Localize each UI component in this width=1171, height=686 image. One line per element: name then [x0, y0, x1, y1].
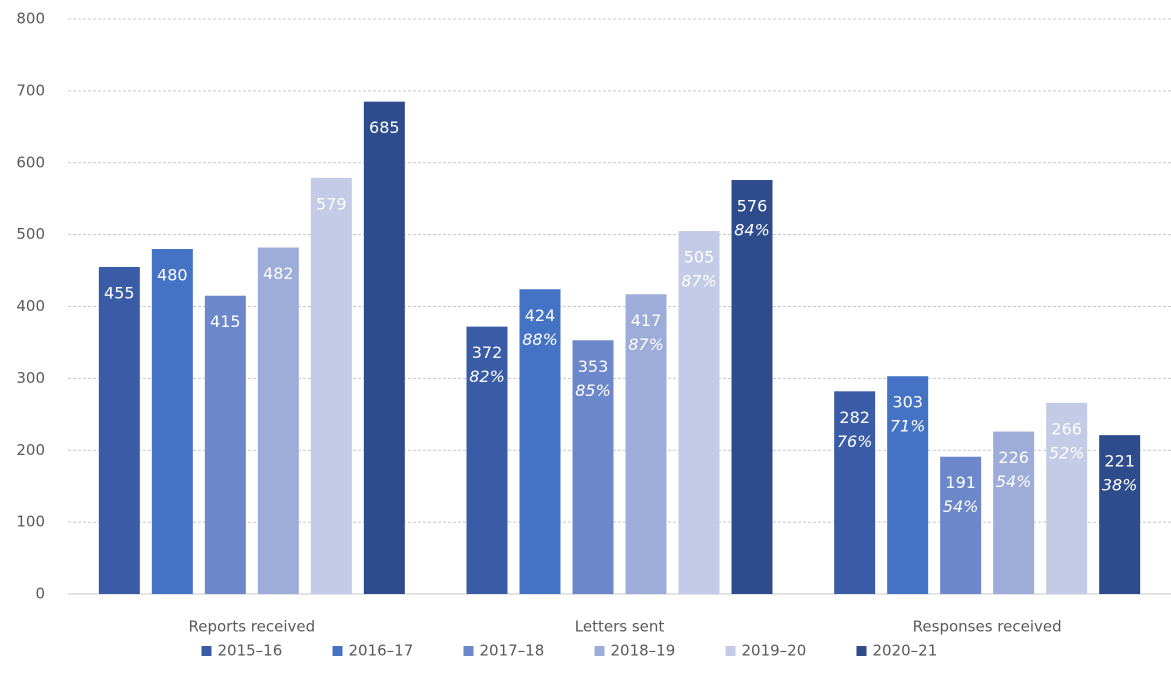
y-tick-label: 400 [16, 297, 45, 315]
bar [625, 294, 667, 594]
bar [1099, 435, 1141, 594]
y-tick-label: 500 [16, 225, 45, 243]
percent-label: 87% [628, 335, 664, 354]
value-label: 579 [316, 194, 347, 213]
value-label: 266 [1051, 419, 1082, 438]
x-tick-label: Letters sent [575, 618, 665, 636]
legend-label: 2019–20 [742, 642, 807, 660]
bar [98, 266, 140, 594]
legend-swatch [201, 646, 212, 656]
percent-label: 87% [681, 272, 717, 291]
legend-swatch [332, 646, 343, 656]
percent-label: 52% [1049, 443, 1085, 462]
value-label: 353 [578, 357, 609, 376]
x-tick-label: Responses received [913, 618, 1062, 636]
percent-label: 76% [837, 432, 873, 451]
value-label: 482 [263, 264, 294, 283]
legend-label: 2020–21 [873, 642, 938, 660]
value-label: 221 [1104, 452, 1135, 471]
bar [151, 249, 193, 594]
bar [993, 431, 1035, 594]
bar [678, 231, 720, 594]
bar [572, 340, 614, 594]
bar [1046, 402, 1088, 594]
percent-label: 54% [996, 472, 1032, 491]
percent-label: 85% [575, 381, 611, 400]
percent-label: 84% [734, 221, 770, 240]
percent-label: 54% [943, 497, 979, 516]
legend-swatch [594, 646, 605, 656]
value-label: 282 [839, 408, 870, 427]
y-tick-label: 300 [16, 369, 45, 387]
y-tick-label: 0 [35, 585, 45, 603]
value-label: 303 [892, 393, 923, 412]
percent-label: 88% [522, 330, 558, 349]
y-tick-label: 100 [16, 513, 45, 531]
legend-label: 2017–18 [480, 642, 545, 660]
legend-label: 2015–16 [218, 642, 283, 660]
y-tick-label: 700 [16, 81, 45, 99]
value-label: 505 [684, 248, 715, 267]
legend-swatch [725, 646, 736, 656]
bar [519, 289, 561, 594]
bar [363, 101, 405, 594]
value-label: 372 [472, 343, 503, 362]
value-label: 226 [998, 448, 1029, 467]
value-label: 480 [157, 266, 188, 285]
value-label: 417 [631, 311, 662, 330]
bar [310, 177, 352, 594]
y-tick-label: 800 [16, 10, 45, 28]
value-label: 685 [369, 118, 400, 137]
bar [257, 247, 299, 594]
bar [834, 391, 876, 594]
value-label: 424 [525, 306, 556, 325]
percent-label: 82% [469, 367, 505, 386]
value-label: 455 [104, 283, 135, 302]
bar [940, 456, 982, 594]
percent-label: 71% [890, 417, 926, 436]
legend-label: 2016–17 [349, 642, 414, 660]
bar [204, 295, 246, 594]
bar [466, 326, 508, 594]
bar [887, 376, 929, 594]
legend-label: 2018–19 [611, 642, 676, 660]
legend-swatch [463, 646, 474, 656]
value-label: 415 [210, 312, 241, 331]
y-tick-label: 200 [16, 441, 45, 459]
value-label: 191 [945, 473, 976, 492]
legend-swatch [856, 646, 867, 656]
x-tick-label: Reports received [189, 618, 316, 636]
percent-label: 38% [1102, 476, 1138, 495]
bar [731, 180, 773, 594]
y-tick-label: 600 [16, 153, 45, 171]
value-label: 576 [737, 197, 768, 216]
